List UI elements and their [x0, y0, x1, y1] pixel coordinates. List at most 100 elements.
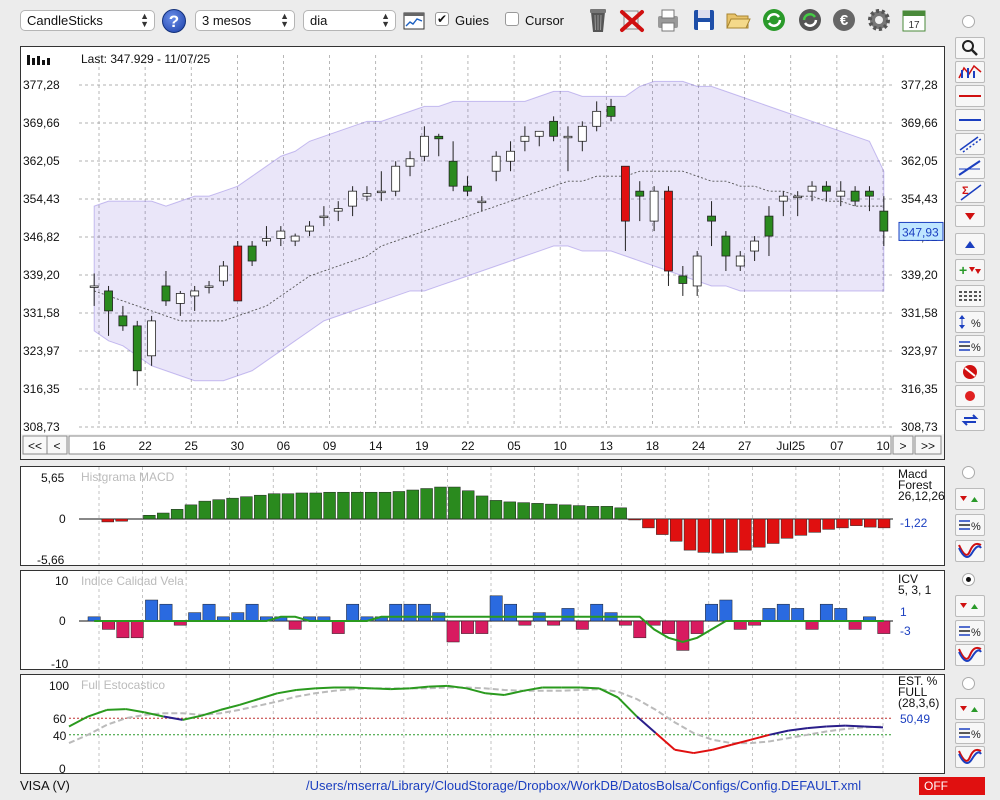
macd-bar: [780, 518, 794, 539]
bollinger-band: [93, 80, 885, 382]
macd-yzero-label: 0: [59, 512, 66, 526]
sigma-button[interactable]: Σ: [955, 181, 985, 203]
macd-ymin-label: -5,66: [37, 553, 65, 565]
blue-line-button[interactable]: [955, 109, 985, 131]
cursor-label: Cursor: [525, 13, 565, 28]
macd-signals-button[interactable]: [955, 488, 985, 510]
logo-bar-icon: [32, 58, 35, 65]
chart-type-select[interactable]: CandleSticks ▲ ▼: [20, 10, 155, 31]
percent-scale-button[interactable]: %: [955, 311, 985, 333]
sync-arrows-icon: [961, 414, 979, 426]
last-page-button[interactable]: [914, 435, 942, 455]
macd-name2: Forest: [898, 478, 933, 492]
calendar-icon[interactable]: 17: [900, 6, 928, 34]
arrow-up-icon: [965, 241, 975, 248]
grid-lines-button[interactable]: [955, 285, 985, 307]
macd-bar: [351, 491, 364, 520]
y-tick-label-left: 331,58: [23, 306, 60, 320]
update-icon[interactable]: [796, 6, 824, 34]
y-tick-label-right: 331,58: [901, 306, 938, 320]
stoch-k-segment: [504, 689, 524, 696]
y-tick-label-left: 316,35: [23, 382, 60, 396]
icv-bar: [834, 608, 848, 622]
icv-signals-button[interactable]: [955, 595, 985, 617]
icv-curve-button[interactable]: [955, 644, 985, 666]
icv-percent-button[interactable]: %: [955, 620, 985, 642]
macd-bar: [559, 504, 572, 520]
guides-checkbox[interactable]: ✔: [435, 12, 449, 26]
next-page-button-label: >: [899, 439, 906, 453]
macd-curve-button[interactable]: [955, 540, 985, 562]
icv-bar: [805, 620, 819, 630]
candle-body: [592, 110, 602, 127]
config-path-link[interactable]: /Users/mserra/Library/CloudStorage/Dropb…: [306, 778, 862, 793]
macd-params: 26,12,26: [898, 489, 944, 503]
euro-icon[interactable]: €: [830, 6, 858, 34]
stoch-k-segment: [239, 698, 259, 706]
channel-button[interactable]: [955, 133, 985, 155]
percent-lines-button[interactable]: %: [955, 335, 985, 357]
interval-value: dia: [310, 13, 328, 28]
candle-body: [463, 185, 472, 192]
trendline-button[interactable]: [955, 157, 985, 179]
status-off-badge[interactable]: OFF: [919, 777, 985, 795]
next-page-button[interactable]: [892, 435, 914, 455]
refresh-icon[interactable]: [760, 6, 788, 34]
stoch-k-segment: [674, 748, 694, 755]
icv-bar: [159, 603, 173, 622]
icv-panel-radio[interactable]: [962, 573, 975, 586]
stoch-signals-button[interactable]: [955, 698, 985, 720]
curves-icon: [958, 748, 982, 764]
stoch-panel-radio[interactable]: [962, 677, 975, 690]
macd-bar: [115, 518, 128, 522]
macd-bar: [254, 494, 267, 520]
record-button[interactable]: [955, 385, 985, 407]
stoch-name2: FULL: [898, 685, 928, 699]
red-line-button[interactable]: [955, 85, 985, 107]
stoch-k-segment: [315, 686, 335, 690]
price-chart[interactable]: 377,28 377,28 369,66 369,66 362,05 362,05 354,…: [21, 47, 944, 459]
zoom-button[interactable]: [955, 37, 985, 59]
prev-page-button[interactable]: [46, 435, 68, 455]
calendar-day: 17: [908, 20, 920, 31]
stoch-y-label: 100: [49, 679, 69, 693]
macd-panel-radio[interactable]: [962, 466, 975, 479]
stoch-percent-button[interactable]: %: [955, 722, 985, 744]
period-select[interactable]: 3 mesos ▲ ▼: [195, 10, 295, 31]
price-panel-radio[interactable]: [962, 15, 975, 28]
help-icon[interactable]: ?: [162, 9, 186, 33]
interval-select[interactable]: dia ▲ ▼: [303, 10, 396, 31]
y-tick-label-right: 377,28: [901, 78, 938, 92]
candle-body: [104, 290, 113, 312]
gear-icon[interactable]: [865, 6, 893, 34]
candle-body: [506, 150, 515, 162]
printer-icon[interactable]: [654, 6, 682, 34]
delete-icon[interactable]: [618, 6, 646, 34]
sync-button[interactable]: [955, 409, 985, 431]
icv-bar: [733, 620, 747, 630]
stop-button[interactable]: [955, 361, 985, 383]
candle-body: [735, 255, 745, 267]
signals-arrows-icon: [960, 603, 978, 609]
macd-percent-button[interactable]: %: [955, 514, 985, 536]
arrow-up-button[interactable]: [955, 233, 985, 255]
candles-button[interactable]: [955, 61, 985, 83]
save-icon[interactable]: [690, 6, 718, 34]
cursor-checkbox[interactable]: [505, 12, 519, 26]
icv-bar: [547, 620, 561, 626]
trash-icon[interactable]: [584, 6, 612, 34]
candle-body: [348, 190, 358, 207]
arrow-down-button[interactable]: [955, 205, 985, 227]
stoch-k-segment: [788, 727, 808, 732]
stoch-curve-button[interactable]: [955, 746, 985, 768]
macd-bar: [517, 502, 530, 520]
candle-body: [204, 285, 214, 288]
chart-window-icon[interactable]: [403, 11, 425, 31]
open-folder-icon[interactable]: [724, 6, 752, 34]
icv-bar: [288, 620, 302, 630]
macd-chart[interactable]: Histgrama MACD 5,65 0 -5,66 MacdForest26,12,…: [21, 467, 944, 565]
add-signal-button[interactable]: +: [955, 259, 985, 281]
y-tick-label-left: 339,20: [23, 268, 60, 282]
stoch-chart[interactable]: Full Estocastico 100 60 40 0 EST. %FULL(28,3,…: [21, 675, 944, 773]
